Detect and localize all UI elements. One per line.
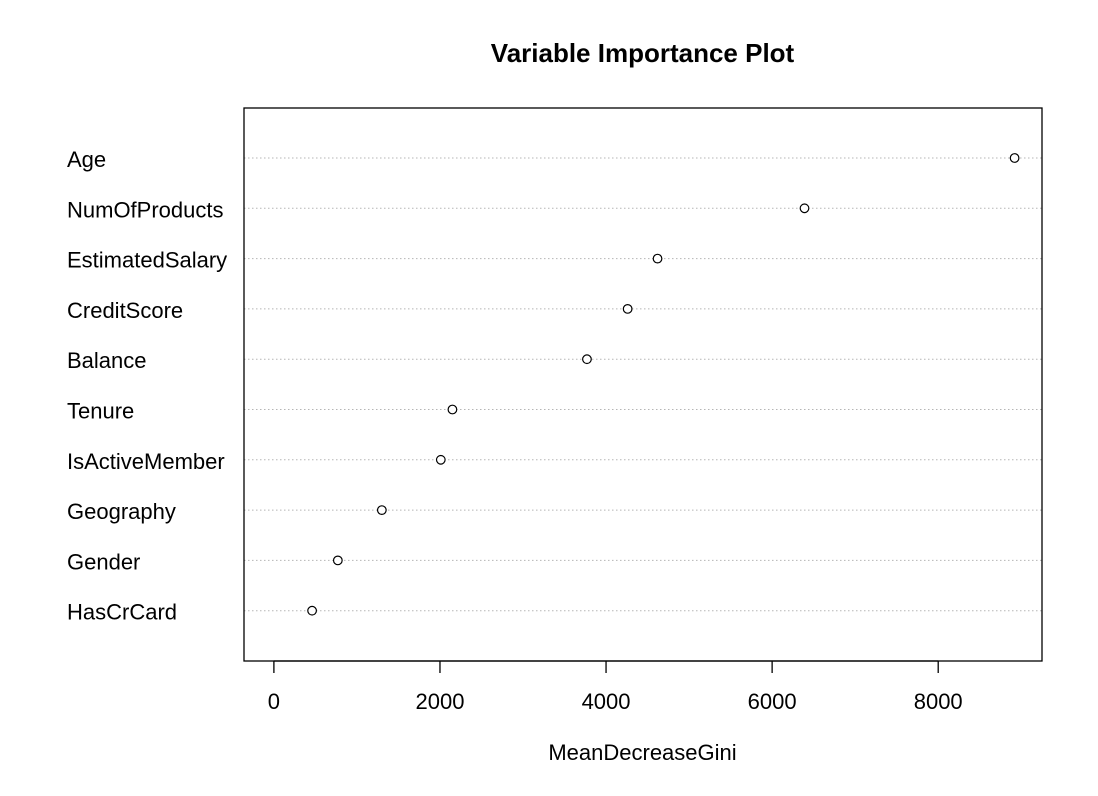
category-label-creditscore: CreditScore bbox=[67, 298, 183, 323]
plot-frame bbox=[243, 107, 1043, 662]
point-age bbox=[1009, 153, 1020, 163]
category-label-isactivemember: IsActiveMember bbox=[67, 449, 225, 474]
x-axis: 0 2000 4000 6000 8000 bbox=[268, 660, 963, 714]
category-label-hascrcard: HasCrCard bbox=[67, 600, 177, 625]
category-label-tenure: Tenure bbox=[67, 399, 134, 424]
point-gender bbox=[332, 555, 343, 566]
x-tick-label-4000: 4000 bbox=[582, 689, 631, 714]
category-label-numofproducts: NumOfProducts bbox=[67, 197, 224, 222]
point-creditscore bbox=[622, 304, 633, 314]
point-isactivemember bbox=[435, 454, 446, 465]
x-tick-label-0: 0 bbox=[268, 689, 280, 714]
category-label-geography: Geography bbox=[67, 499, 176, 524]
data-points bbox=[307, 153, 1020, 616]
x-axis-label: MeanDecreaseGini bbox=[548, 740, 737, 765]
gridlines bbox=[244, 157, 1042, 612]
point-numofproducts bbox=[799, 203, 810, 214]
point-balance bbox=[582, 354, 592, 365]
point-geography bbox=[376, 505, 387, 516]
point-hascrcard bbox=[307, 605, 317, 616]
x-tick-label-2000: 2000 bbox=[415, 689, 464, 714]
category-label-balance: Balance bbox=[67, 348, 147, 373]
category-label-estimatedsalary: EstimatedSalary bbox=[67, 248, 227, 273]
category-label-age: Age bbox=[67, 147, 106, 172]
category-labels: Age NumOfProducts EstimatedSalary CreditSco… bbox=[67, 147, 227, 625]
point-estimatedsalary bbox=[652, 253, 663, 264]
x-tick-label-8000: 8000 bbox=[914, 689, 963, 714]
category-label-gender: Gender bbox=[67, 549, 140, 574]
point-tenure bbox=[447, 404, 458, 415]
x-tick-label-6000: 6000 bbox=[748, 689, 797, 714]
chart-title: Variable Importance Plot bbox=[490, 38, 795, 68]
